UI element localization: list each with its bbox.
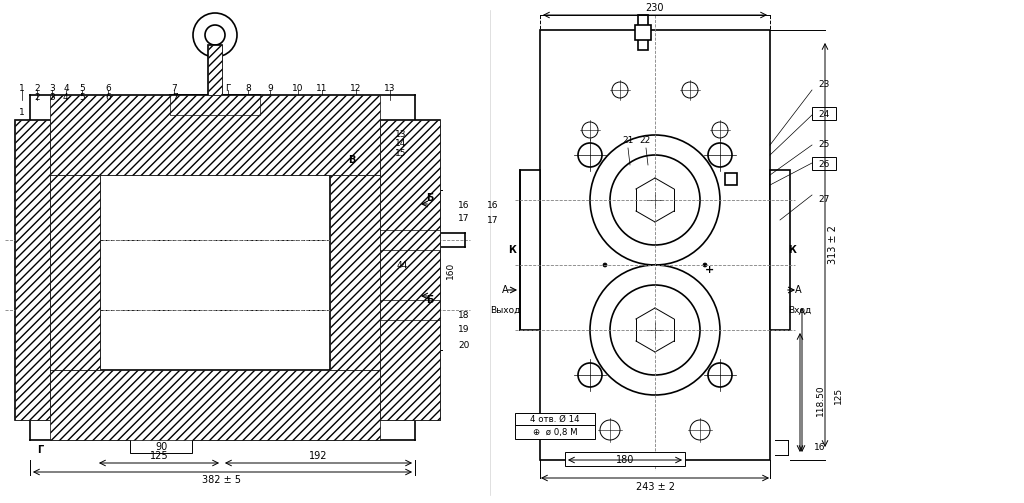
Circle shape (703, 263, 707, 267)
Bar (380, 120, 440, 420)
Bar (770, 170, 790, 330)
Text: 26: 26 (818, 159, 829, 169)
Text: 12: 12 (350, 83, 361, 93)
Text: 8: 8 (245, 83, 251, 93)
Circle shape (603, 263, 607, 267)
Bar (515, 413, 595, 425)
Text: 7: 7 (172, 93, 178, 102)
Bar (540, 30, 770, 460)
Text: 1: 1 (19, 108, 25, 117)
Text: Б: Б (426, 193, 434, 203)
Text: 10: 10 (292, 83, 304, 93)
Text: 1: 1 (19, 83, 25, 93)
Bar (812, 107, 836, 120)
Text: А: А (502, 285, 508, 295)
Text: А: А (795, 285, 802, 295)
Bar (130, 439, 193, 453)
Text: В: В (348, 155, 355, 165)
Text: 192: 192 (309, 451, 328, 461)
Text: Г: Г (225, 83, 230, 93)
Text: 90: 90 (155, 442, 167, 452)
Text: К: К (788, 245, 796, 255)
Bar (380, 230, 440, 250)
Bar (515, 425, 595, 439)
Bar (635, 25, 651, 40)
Bar (330, 175, 380, 370)
Text: 16: 16 (458, 201, 469, 210)
Text: 4: 4 (62, 93, 68, 102)
Bar (565, 452, 685, 466)
Text: 313 ± 2: 313 ± 2 (828, 225, 838, 265)
Bar (385, 125, 417, 155)
Bar (50, 175, 100, 370)
Text: 4: 4 (63, 83, 69, 93)
Text: 6: 6 (105, 93, 111, 102)
Bar (380, 300, 440, 320)
Text: 18: 18 (458, 310, 469, 319)
Text: К: К (508, 245, 516, 255)
Text: 2: 2 (34, 93, 40, 102)
Text: 17: 17 (486, 215, 498, 224)
Text: 13: 13 (395, 129, 407, 138)
Bar (380, 300, 440, 320)
Text: Выход: Выход (489, 305, 520, 314)
Bar (170, 95, 260, 115)
Bar (208, 45, 222, 95)
Text: 16: 16 (486, 201, 498, 210)
Text: 44: 44 (396, 261, 408, 270)
Text: 19: 19 (458, 325, 469, 334)
Text: 15: 15 (395, 148, 407, 157)
Text: 5: 5 (79, 83, 85, 93)
Text: 25: 25 (818, 139, 829, 148)
Text: +: + (706, 265, 715, 275)
Text: Вход: Вход (788, 305, 812, 314)
Text: 20: 20 (458, 341, 469, 350)
Bar (208, 45, 222, 95)
Text: 24: 24 (818, 110, 829, 119)
Text: 125: 125 (834, 386, 843, 403)
Bar (100, 175, 330, 370)
Bar (638, 15, 648, 50)
Text: ⊕  ø 0,8 M: ⊕ ø 0,8 M (532, 429, 578, 438)
Text: 13: 13 (384, 83, 395, 93)
Text: 23: 23 (818, 79, 829, 89)
Text: 17: 17 (458, 213, 469, 222)
Text: 5: 5 (79, 93, 85, 102)
Text: 180: 180 (615, 455, 634, 465)
Bar (50, 95, 380, 175)
Bar (812, 157, 836, 170)
Bar (520, 170, 540, 330)
Text: 22: 22 (639, 135, 650, 144)
Text: Б: Б (426, 295, 434, 305)
Text: 2: 2 (34, 83, 40, 93)
Text: 21: 21 (623, 135, 634, 144)
Text: 27: 27 (818, 195, 829, 204)
Text: 3: 3 (49, 83, 55, 93)
Bar (380, 230, 440, 250)
Bar (50, 370, 380, 440)
Text: 230: 230 (646, 3, 665, 13)
Text: 7: 7 (171, 83, 177, 93)
Bar (170, 95, 260, 115)
Text: 4 отв. Ø 14: 4 отв. Ø 14 (530, 414, 580, 424)
Bar (15, 120, 50, 420)
Text: 6: 6 (105, 83, 111, 93)
Bar (380, 120, 440, 420)
Text: 16: 16 (814, 443, 825, 452)
Text: 125: 125 (150, 451, 168, 461)
Text: 3: 3 (49, 93, 55, 102)
Bar (725, 173, 737, 185)
Text: 160: 160 (445, 262, 455, 279)
Bar (15, 120, 50, 420)
Text: Г: Г (37, 445, 43, 455)
Text: 243 ± 2: 243 ± 2 (636, 482, 675, 492)
Text: 118.50: 118.50 (815, 384, 824, 416)
Text: 9: 9 (267, 83, 272, 93)
Text: 382 ± 5: 382 ± 5 (203, 475, 242, 485)
Text: 14: 14 (395, 138, 407, 147)
Text: 11: 11 (316, 83, 328, 93)
